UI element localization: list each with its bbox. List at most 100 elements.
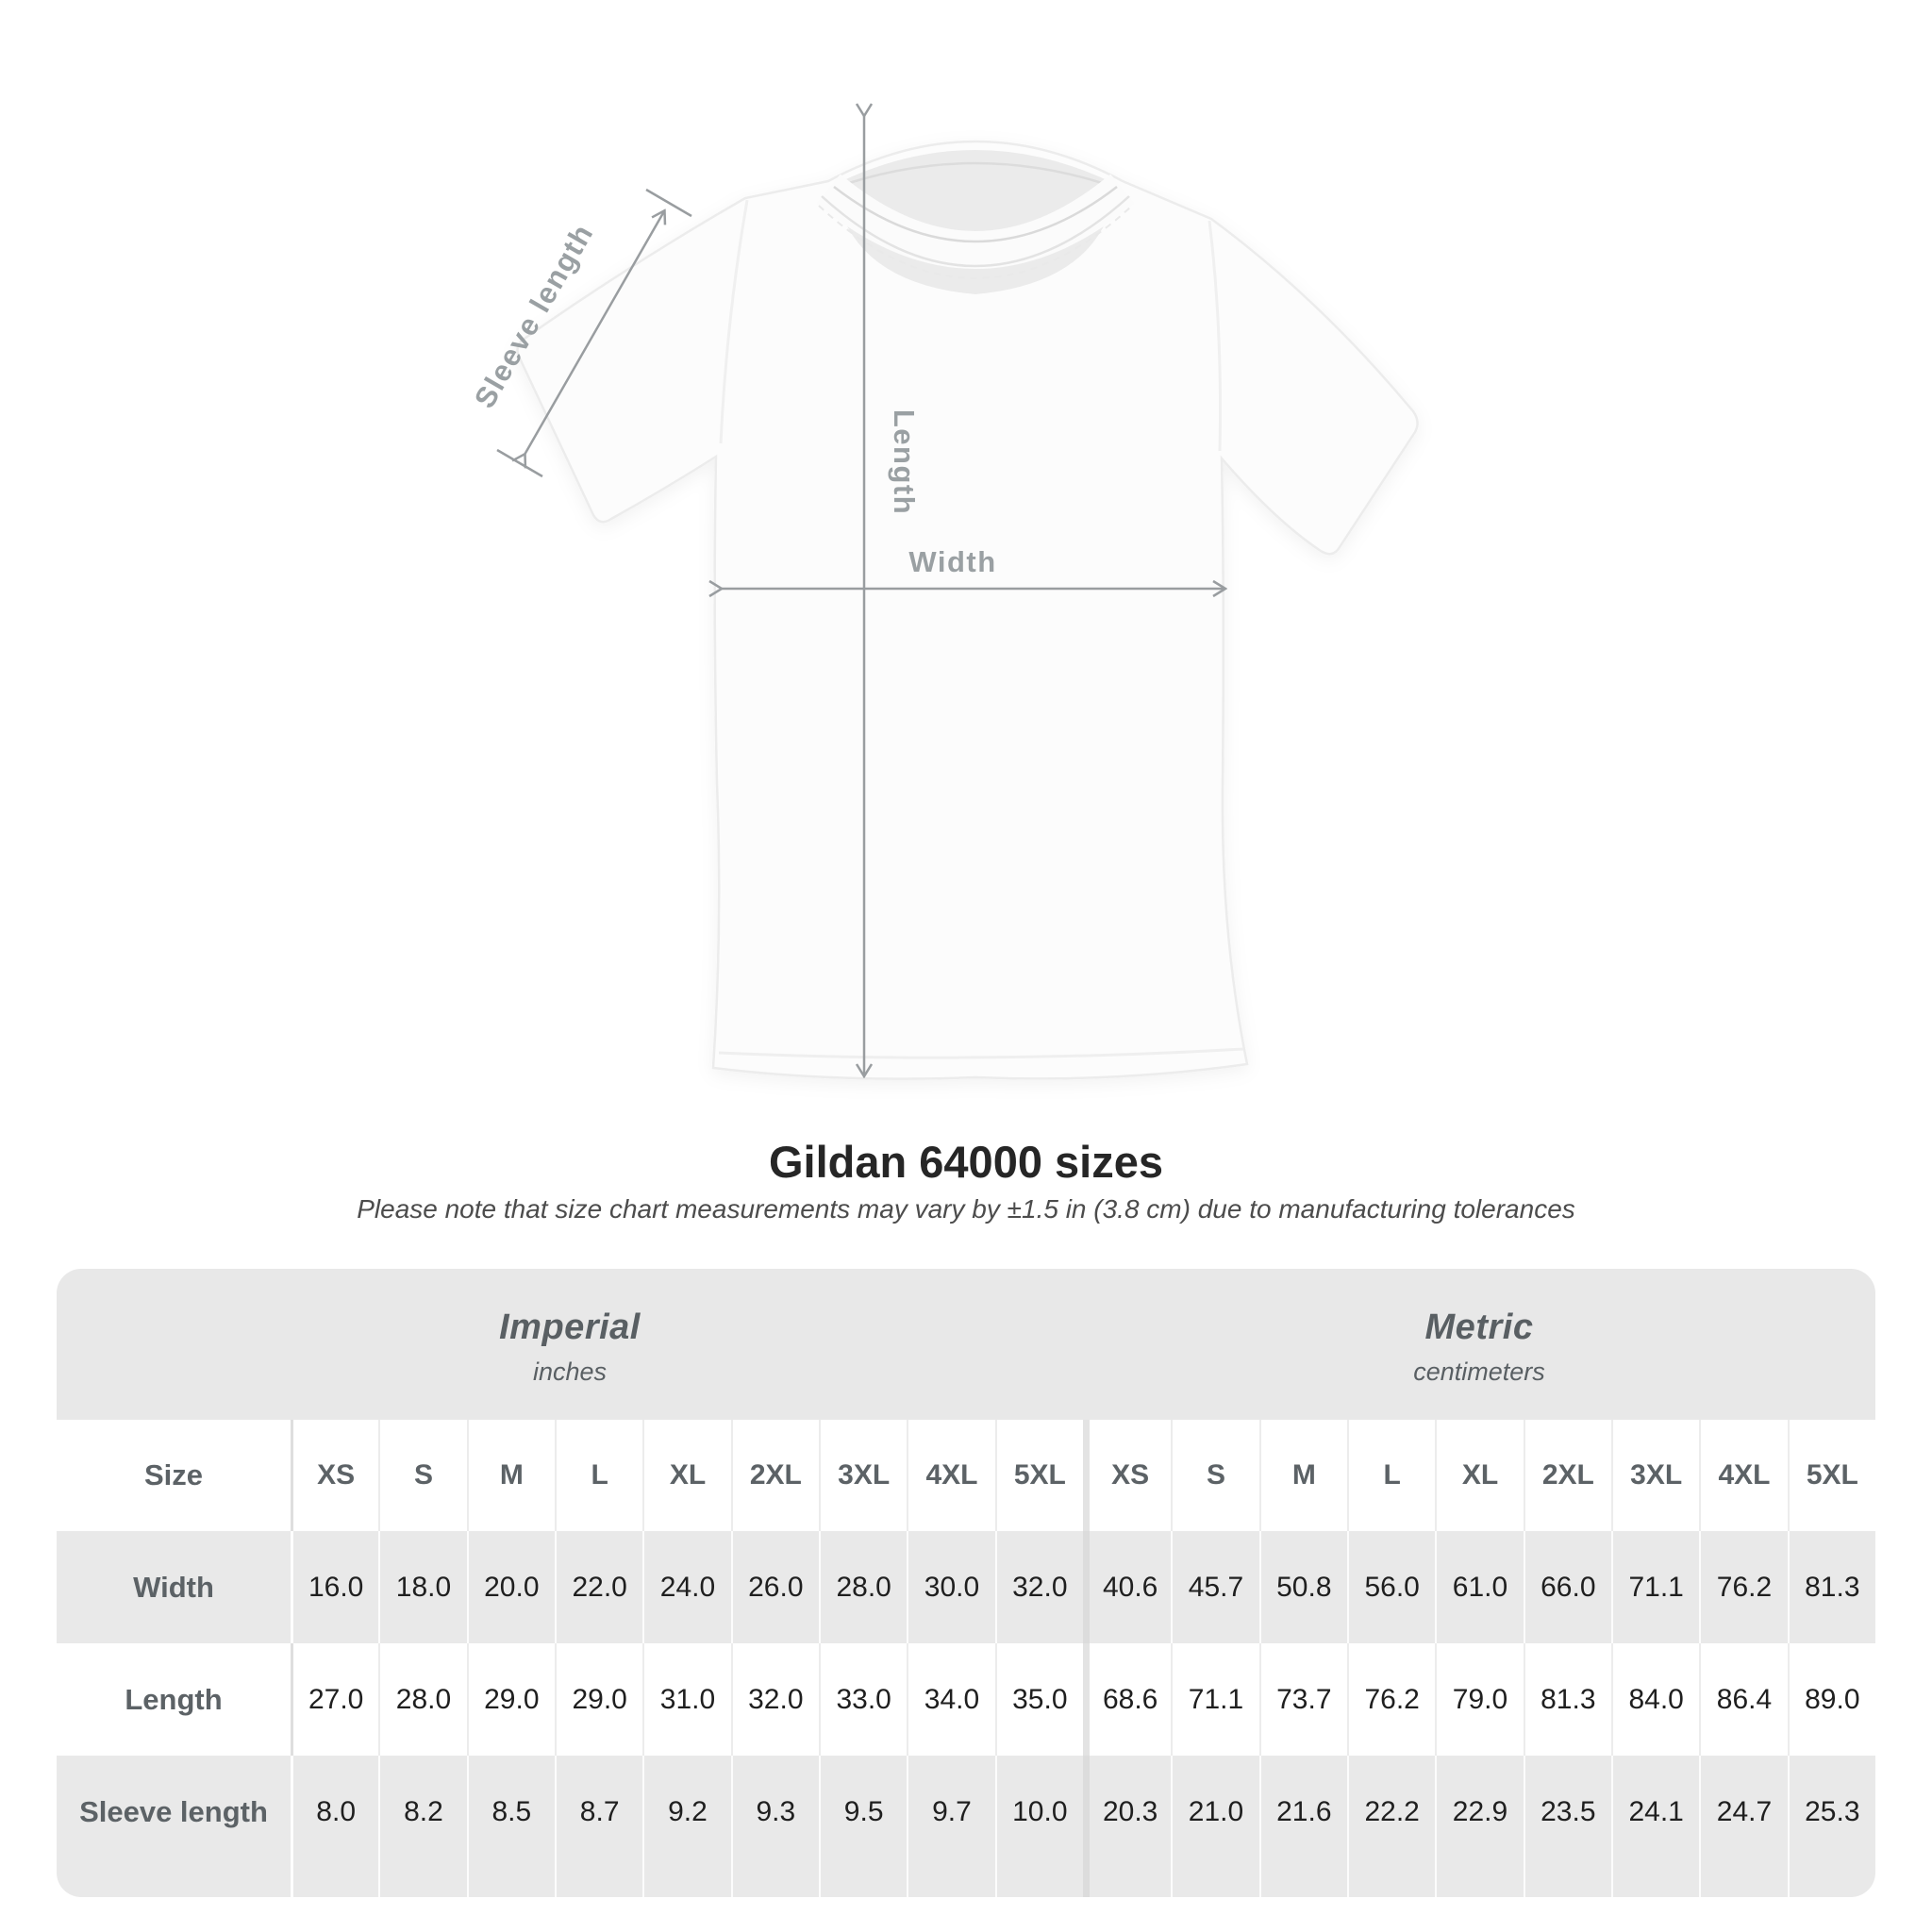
size-grid: Size XS S M L XL 2XL 3XL 4XL 5XL XS S M L XL 2XL 3XL 4XL 5…: [57, 1420, 1875, 1897]
size-col-header: S: [1171, 1420, 1258, 1531]
size-col-header: XS: [291, 1420, 378, 1531]
metric-header: Metric centimeters: [1083, 1269, 1875, 1420]
value-cell: 56.0: [1347, 1531, 1435, 1643]
size-col-header: M: [1258, 1420, 1347, 1531]
length-label: Length: [888, 409, 921, 515]
value-cell: 81.3: [1787, 1531, 1875, 1643]
value-cell: 84.0: [1611, 1643, 1699, 1756]
page-subtitle: Please note that size chart measurements…: [357, 1194, 1575, 1224]
value-cell: 35.0: [994, 1643, 1083, 1756]
value-cell: 81.3: [1523, 1643, 1611, 1756]
value-cell: 21.6: [1258, 1756, 1347, 1897]
value-cell: 71.1: [1611, 1531, 1699, 1643]
value-cell: 9.7: [907, 1756, 994, 1897]
value-cell: 8.2: [378, 1756, 466, 1897]
size-col-header: 4XL: [1699, 1420, 1787, 1531]
value-cell: 23.5: [1523, 1756, 1611, 1897]
value-cell: 20.0: [466, 1531, 555, 1643]
width-label: Width: [908, 545, 996, 578]
size-header-row: Size XS S M L XL 2XL 3XL 4XL 5XL XS S M L XL 2XL 3XL 4XL 5…: [57, 1420, 1875, 1531]
value-cell: 76.2: [1699, 1531, 1787, 1643]
value-cell: 31.0: [642, 1643, 730, 1756]
imperial-label: Imperial: [499, 1307, 641, 1347]
sleeve-length-arrow: [525, 211, 664, 455]
value-cell: 79.0: [1435, 1643, 1523, 1756]
value-cell: 30.0: [907, 1531, 994, 1643]
size-col-header: 2XL: [1523, 1420, 1611, 1531]
value-cell: 73.7: [1258, 1643, 1347, 1756]
value-cell: 89.0: [1787, 1643, 1875, 1756]
sleeve-arrow-end-tick: [645, 188, 692, 218]
value-cell: 22.9: [1435, 1756, 1523, 1897]
size-col-header: 5XL: [994, 1420, 1083, 1531]
right-sleeve-seam: [1208, 220, 1223, 452]
value-cell: 8.7: [555, 1756, 642, 1897]
value-cell: 76.2: [1347, 1643, 1435, 1756]
size-col-header: L: [1347, 1420, 1435, 1531]
value-cell: 66.0: [1523, 1531, 1611, 1643]
measurement-lines: [496, 115, 1224, 1075]
metric-label: Metric: [1424, 1307, 1534, 1347]
value-cell: 22.0: [555, 1531, 642, 1643]
value-cell: 24.7: [1699, 1756, 1787, 1897]
size-col-header: L: [555, 1420, 642, 1531]
size-col-header: S: [378, 1420, 466, 1531]
value-cell: 8.0: [291, 1756, 378, 1897]
left-sleeve-seam: [719, 199, 749, 444]
value-cell: 45.7: [1171, 1531, 1258, 1643]
metric-unit-label: centimeters: [1413, 1357, 1545, 1386]
value-cell: 28.0: [378, 1643, 466, 1756]
hem-stitch: [718, 1047, 1244, 1059]
size-col-header: M: [466, 1420, 555, 1531]
row-label: Width: [133, 1570, 214, 1604]
size-col-header: 4XL: [907, 1420, 994, 1531]
value-cell: 34.0: [907, 1643, 994, 1756]
value-cell: 9.2: [642, 1756, 730, 1897]
size-col-header: 3XL: [819, 1420, 907, 1531]
value-cell: 20.3: [1083, 1756, 1171, 1897]
size-col-header: XS: [1083, 1420, 1171, 1531]
size-header: Size: [143, 1458, 204, 1491]
value-cell: 18.0: [378, 1531, 466, 1643]
value-cell: 9.3: [730, 1756, 819, 1897]
tshirt-graphic: [516, 140, 1419, 1080]
value-cell: 8.5: [466, 1756, 555, 1897]
size-col-header: 3XL: [1611, 1420, 1699, 1531]
row-width: Width 16.0 18.0 20.0 22.0 24.0 26.0 28.0 30.0 32.…: [57, 1531, 1875, 1643]
value-cell: 25.3: [1787, 1756, 1875, 1897]
value-cell: 22.2: [1347, 1756, 1435, 1897]
size-col-header: 2XL: [730, 1420, 819, 1531]
unit-header-band: Imperial inches Metric centimeters: [57, 1269, 1875, 1420]
value-cell: 71.1: [1171, 1643, 1258, 1756]
value-cell: 86.4: [1699, 1643, 1787, 1756]
imperial-unit-label: inches: [532, 1357, 608, 1386]
imperial-header: Imperial inches: [57, 1269, 1083, 1420]
value-cell: 10.0: [994, 1756, 1083, 1897]
value-cell: 21.0: [1171, 1756, 1258, 1897]
size-col-header: XL: [642, 1420, 730, 1531]
back-collar-edge: [848, 161, 1103, 185]
value-cell: 9.5: [819, 1756, 907, 1897]
value-cell: 68.6: [1083, 1643, 1171, 1756]
value-cell: 32.0: [994, 1531, 1083, 1643]
value-cell: 26.0: [730, 1531, 819, 1643]
value-cell: 29.0: [466, 1643, 555, 1756]
value-cell: 29.0: [555, 1643, 642, 1756]
size-table: Imperial inches Metric centimeters Size X…: [57, 1269, 1875, 1897]
row-label: Length: [125, 1682, 223, 1716]
value-cell: 28.0: [819, 1531, 907, 1643]
row-length: Length 27.0 28.0 29.0 29.0 31.0 32.0 33.0 34.0 35…: [57, 1643, 1875, 1756]
value-cell: 24.1: [1611, 1756, 1699, 1897]
neck-opening: [834, 150, 1117, 294]
sleeve-arrow-start-tick: [496, 448, 543, 478]
value-cell: 61.0: [1435, 1531, 1523, 1643]
value-cell: 40.6: [1083, 1531, 1171, 1643]
value-cell: 27.0: [291, 1643, 378, 1756]
value-cell: 32.0: [730, 1643, 819, 1756]
row-sleeve-length: Sleeve length 8.0 8.2 8.5 8.7 9.2 9.3 9.5 9.7 10.…: [57, 1756, 1875, 1897]
row-label: Sleeve length: [79, 1794, 268, 1828]
value-cell: 50.8: [1258, 1531, 1347, 1643]
size-col-header: XL: [1435, 1420, 1523, 1531]
page-title: Gildan 64000 sizes: [768, 1137, 1164, 1187]
